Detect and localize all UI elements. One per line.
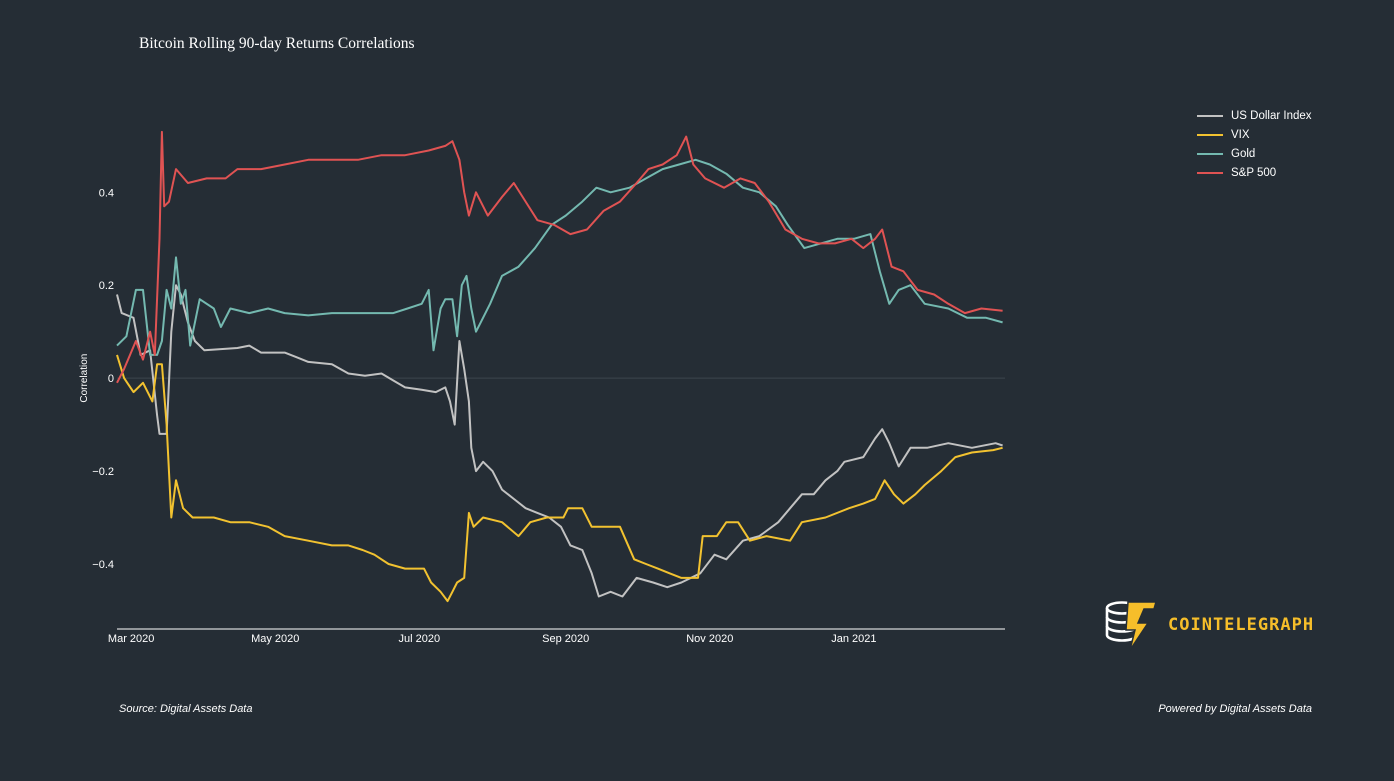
y-tick-label: 0.2 (99, 280, 114, 292)
source-note: Source: Digital Assets Data (119, 703, 253, 715)
x-tick-label: Sep 2020 (542, 633, 589, 645)
coin-stack-lightning-icon (1105, 601, 1157, 651)
x-tick-label: Jan 2021 (831, 633, 876, 645)
y-tick-label: 0 (108, 373, 114, 385)
legend-item[interactable]: US Dollar Index (1197, 106, 1312, 125)
chart-title: Bitcoin Rolling 90-day Returns Correlati… (139, 35, 415, 52)
cointelegraph-logo: COINTELEGRAPH (1104, 598, 1314, 652)
legend-swatch (1197, 171, 1223, 174)
y-axis-title: Correlation (79, 354, 90, 403)
y-tick-label: −0.4 (92, 559, 114, 571)
legend-item[interactable]: S&P 500 (1197, 163, 1312, 182)
logo-text: COINTELEGRAPH (1168, 615, 1315, 635)
legend-label: Gold (1231, 147, 1256, 160)
series-line-2 (116, 158, 1003, 356)
legend-item[interactable]: Gold (1197, 144, 1312, 163)
y-tick-label: 0.4 (99, 187, 114, 199)
legend-label: S&P 500 (1231, 166, 1277, 179)
x-tick-label: May 2020 (251, 633, 299, 645)
legend: US Dollar Index VIX Gold S&P 500 (1197, 106, 1312, 182)
axis-layer: Mar 2020 May 2020 Jul 2020 Sep 2020 Nov 2020… (79, 187, 1005, 645)
legend-label: VIX (1231, 128, 1250, 141)
series-line-0 (116, 284, 1003, 598)
series-line-3 (116, 130, 1003, 384)
x-tick-label: Nov 2020 (686, 633, 733, 645)
legend-item[interactable]: VIX (1197, 125, 1312, 144)
powered-note: Powered by Digital Assets Data (1158, 703, 1312, 715)
legend-swatch (1197, 114, 1223, 117)
x-tick-label: Jul 2020 (399, 633, 441, 645)
legend-swatch (1197, 152, 1223, 155)
legend-swatch (1197, 133, 1223, 136)
series-line-1 (116, 354, 1003, 603)
legend-label: US Dollar Index (1231, 109, 1312, 122)
x-tick-label: Mar 2020 (108, 633, 154, 645)
y-tick-label: −0.2 (92, 466, 114, 478)
series-layer (116, 130, 1003, 603)
